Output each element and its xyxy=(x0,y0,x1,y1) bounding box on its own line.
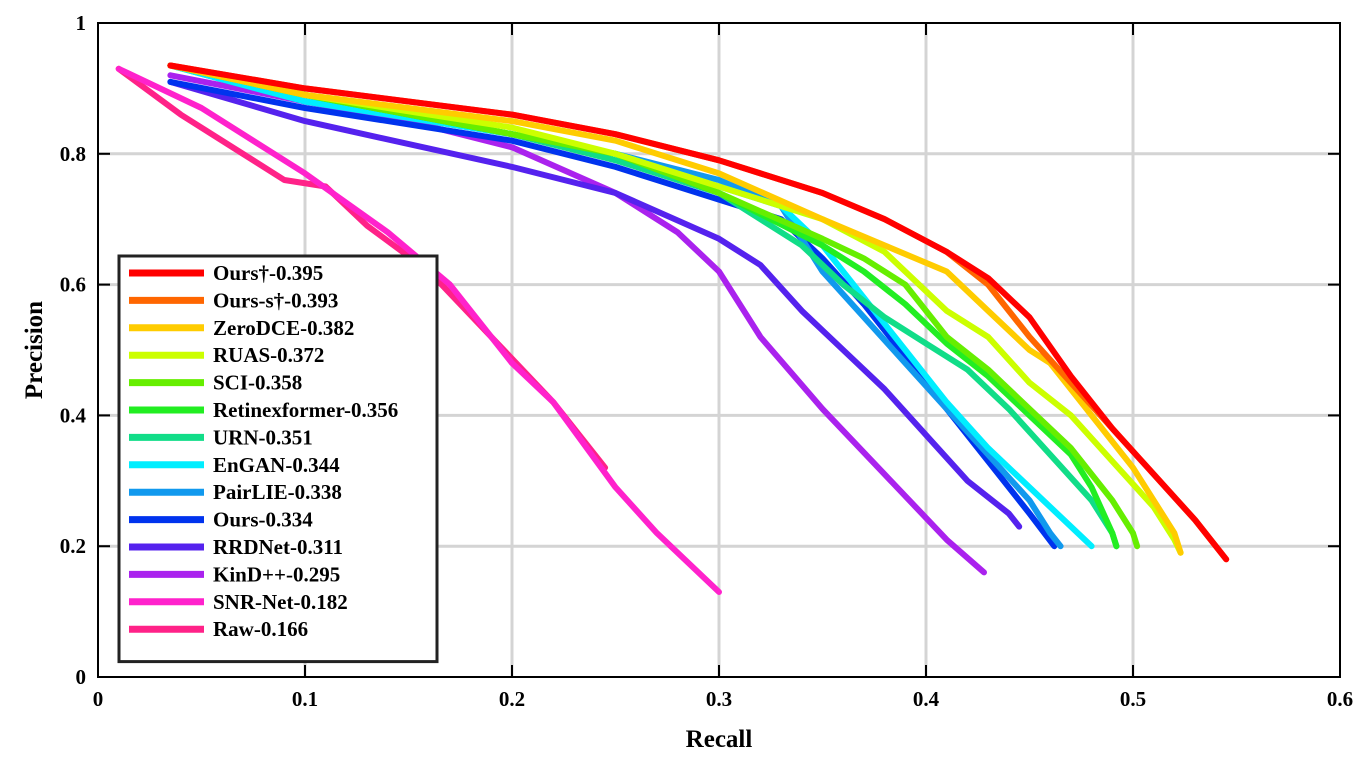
legend-box xyxy=(117,254,439,664)
legend-label: RRDNet-0.311 xyxy=(213,535,343,559)
series-line xyxy=(167,62,1230,563)
legend-label: Ours†-0.395 xyxy=(213,261,323,285)
legend-label: EnGAN-0.344 xyxy=(213,453,340,477)
legend-label: SNR-Net-0.182 xyxy=(213,590,348,614)
legend-label: Raw-0.166 xyxy=(213,617,308,641)
series-line xyxy=(167,78,1058,550)
x-tick-label: 0 xyxy=(93,687,104,711)
ticks: 0 0.1 0.2 0.3 0.4 0.5 0.6 0 0.2 0.4 0.6 0.8 1 xyxy=(60,11,1353,711)
y-tick-label: 0.8 xyxy=(60,142,86,166)
series-line xyxy=(167,62,1141,550)
legend-label: URN-0.351 xyxy=(213,425,313,449)
x-tick-label: 0.5 xyxy=(1120,687,1146,711)
x-tick-label: 0.4 xyxy=(913,687,940,711)
y-tick-label: 0.4 xyxy=(60,403,87,427)
x-tick-label: 0.6 xyxy=(1327,687,1353,711)
legend-label: KinD++-0.295 xyxy=(213,562,340,586)
y-axis-title: Precision xyxy=(21,301,48,399)
series-line xyxy=(167,62,1184,556)
y-tick-label: 1 xyxy=(76,11,87,35)
series-line xyxy=(167,62,1184,556)
legend-label: Ours-s†-0.393 xyxy=(213,288,338,312)
x-tick-label: 0.1 xyxy=(292,687,318,711)
x-axis-title: Recall xyxy=(686,726,753,753)
x-tick-label: 0.2 xyxy=(499,687,525,711)
legend-label: ZeroDCE-0.382 xyxy=(213,316,354,340)
series-line xyxy=(167,78,1023,530)
legend-label: SCI-0.358 xyxy=(213,371,302,395)
y-tick-label: 0 xyxy=(76,665,87,689)
y-tick-label: 0.6 xyxy=(60,273,86,297)
x-tick-label: 0.3 xyxy=(706,687,732,711)
legend-label: PairLIE-0.338 xyxy=(213,480,342,504)
legend: Ours†-0.395 Ours-s†-0.393 ZeroDCE-0.382 RUA… xyxy=(117,254,439,664)
legend-label: Ours-0.334 xyxy=(213,508,313,532)
series-line xyxy=(115,65,722,595)
series-lines xyxy=(115,62,1230,595)
y-tick-label: 0.2 xyxy=(60,534,86,558)
legend-label: Retinexformer-0.356 xyxy=(213,398,398,422)
legend-label: RUAS-0.372 xyxy=(213,343,324,367)
